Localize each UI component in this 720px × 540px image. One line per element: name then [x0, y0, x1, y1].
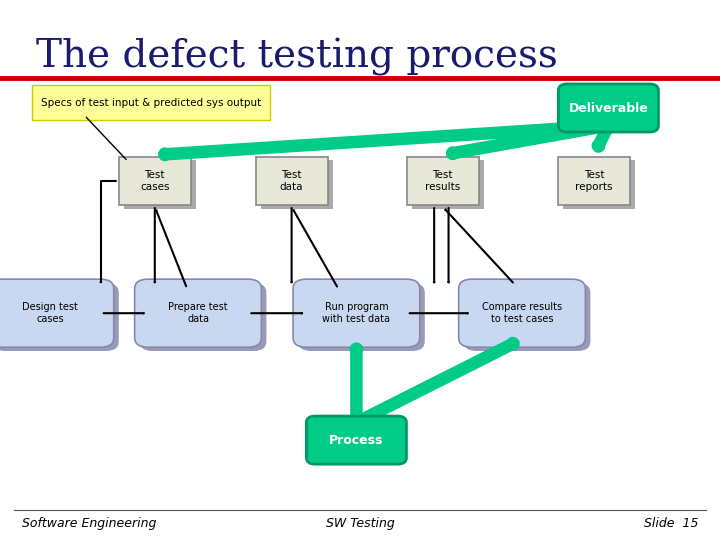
FancyBboxPatch shape	[140, 283, 266, 351]
Text: Compare results
to test cases: Compare results to test cases	[482, 302, 562, 325]
Text: Test
results: Test results	[426, 170, 460, 192]
FancyBboxPatch shape	[256, 157, 328, 205]
FancyBboxPatch shape	[563, 160, 635, 209]
FancyBboxPatch shape	[293, 279, 420, 347]
FancyBboxPatch shape	[407, 157, 479, 205]
FancyBboxPatch shape	[559, 84, 658, 132]
Text: Process: Process	[329, 434, 384, 447]
Text: Deliverable: Deliverable	[569, 102, 648, 114]
FancyBboxPatch shape	[32, 85, 270, 120]
Text: The defect testing process: The defect testing process	[36, 38, 558, 76]
FancyBboxPatch shape	[124, 160, 196, 209]
Text: Test
data: Test data	[280, 170, 303, 192]
Text: Prepare test
data: Prepare test data	[168, 302, 228, 325]
Text: SW Testing: SW Testing	[325, 517, 395, 530]
FancyBboxPatch shape	[0, 279, 114, 347]
Text: Design test
cases: Design test cases	[22, 302, 78, 325]
FancyBboxPatch shape	[298, 283, 425, 351]
FancyBboxPatch shape	[558, 157, 630, 205]
FancyBboxPatch shape	[135, 279, 261, 347]
FancyBboxPatch shape	[464, 283, 590, 351]
Text: Specs of test input & predicted sys output: Specs of test input & predicted sys outp…	[41, 98, 261, 107]
FancyBboxPatch shape	[0, 283, 119, 351]
Text: Test
cases: Test cases	[140, 170, 169, 192]
FancyBboxPatch shape	[459, 279, 585, 347]
Text: Test
reports: Test reports	[575, 170, 613, 192]
FancyBboxPatch shape	[307, 416, 406, 464]
Text: Slide  15: Slide 15	[644, 517, 698, 530]
FancyBboxPatch shape	[119, 157, 191, 205]
Text: Run program
with test data: Run program with test data	[323, 302, 390, 325]
Text: Software Engineering: Software Engineering	[22, 517, 156, 530]
FancyBboxPatch shape	[261, 160, 333, 209]
FancyBboxPatch shape	[412, 160, 484, 209]
